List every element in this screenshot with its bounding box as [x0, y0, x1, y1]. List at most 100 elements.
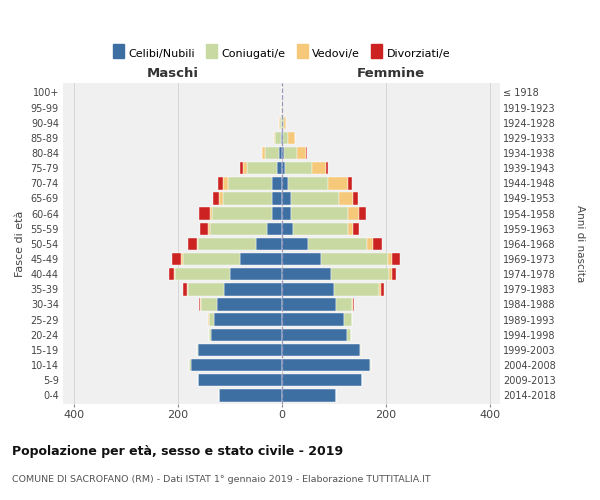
Bar	[199, 238, 256, 250]
Bar	[208, 314, 209, 326]
Bar	[359, 344, 361, 356]
Text: Femmine: Femmine	[357, 68, 425, 80]
Bar	[169, 268, 174, 280]
Bar	[210, 208, 212, 220]
Bar	[208, 222, 210, 235]
Bar	[283, 132, 288, 144]
Bar	[218, 192, 223, 204]
Bar	[339, 192, 353, 204]
Bar	[200, 222, 208, 235]
Bar	[262, 147, 265, 159]
Bar	[344, 314, 352, 326]
Bar	[281, 374, 362, 386]
Bar	[272, 208, 281, 220]
Bar	[228, 177, 272, 190]
Bar	[284, 116, 286, 129]
Bar	[272, 177, 281, 190]
Bar	[288, 177, 328, 190]
Bar	[217, 298, 281, 310]
Bar	[211, 328, 281, 341]
Bar	[210, 222, 267, 235]
Bar	[280, 147, 281, 159]
Bar	[284, 147, 296, 159]
Bar	[197, 344, 199, 356]
Bar	[272, 192, 281, 204]
Bar	[392, 253, 400, 266]
Bar	[201, 298, 217, 310]
Bar	[199, 374, 281, 386]
Bar	[288, 132, 295, 144]
Bar	[281, 283, 334, 296]
Bar	[359, 208, 367, 220]
Bar	[240, 253, 281, 266]
Bar	[191, 359, 281, 372]
Bar	[243, 162, 247, 174]
Text: Maschi: Maschi	[146, 68, 199, 80]
Y-axis label: Anni di nascita: Anni di nascita	[575, 206, 585, 282]
Legend: Celibi/Nubili, Coniugati/e, Vedovi/e, Divorziati/e: Celibi/Nubili, Coniugati/e, Vedovi/e, Di…	[108, 44, 455, 64]
Bar	[209, 328, 211, 341]
Bar	[212, 208, 272, 220]
Bar	[373, 238, 382, 250]
Bar	[370, 359, 371, 372]
Bar	[291, 208, 348, 220]
Bar	[353, 298, 354, 310]
Bar	[353, 192, 358, 204]
Bar	[281, 344, 359, 356]
Y-axis label: Fasce di età: Fasce di età	[15, 210, 25, 277]
Bar	[281, 238, 308, 250]
Bar	[209, 314, 214, 326]
Bar	[334, 283, 379, 296]
Bar	[174, 268, 175, 280]
Bar	[218, 177, 223, 190]
Bar	[224, 283, 281, 296]
Bar	[199, 208, 210, 220]
Bar	[291, 192, 339, 204]
Bar	[190, 359, 191, 372]
Bar	[172, 253, 181, 266]
Bar	[199, 344, 281, 356]
Bar	[188, 283, 224, 296]
Bar	[247, 162, 277, 174]
Bar	[281, 208, 291, 220]
Bar	[281, 222, 293, 235]
Bar	[281, 389, 336, 402]
Bar	[230, 268, 281, 280]
Bar	[392, 268, 396, 280]
Bar	[280, 116, 281, 129]
Bar	[281, 132, 283, 144]
Bar	[353, 222, 359, 235]
Bar	[214, 314, 281, 326]
Bar	[188, 238, 197, 250]
Bar	[277, 162, 281, 174]
Bar	[312, 162, 326, 174]
Bar	[296, 147, 306, 159]
Bar	[331, 268, 389, 280]
Text: Popolazione per età, sesso e stato civile - 2019: Popolazione per età, sesso e stato civil…	[12, 445, 343, 458]
Bar	[281, 253, 320, 266]
Bar	[348, 177, 352, 190]
Bar	[326, 162, 328, 174]
Bar	[306, 147, 307, 159]
Bar	[175, 268, 230, 280]
Bar	[336, 298, 352, 310]
Bar	[293, 222, 347, 235]
Bar	[223, 192, 272, 204]
Bar	[348, 208, 359, 220]
Bar	[347, 328, 351, 341]
Bar	[274, 132, 275, 144]
Bar	[352, 298, 353, 310]
Text: COMUNE DI SACROFANO (RM) - Dati ISTAT 1° gennaio 2019 - Elaborazione TUTTITALIA.: COMUNE DI SACROFANO (RM) - Dati ISTAT 1°…	[12, 475, 431, 484]
Bar	[265, 147, 280, 159]
Bar	[281, 328, 347, 341]
Bar	[281, 268, 331, 280]
Bar	[183, 253, 240, 266]
Bar	[347, 222, 353, 235]
Bar	[199, 298, 200, 310]
Bar	[187, 283, 188, 296]
Bar	[367, 238, 373, 250]
Bar	[219, 389, 281, 402]
Bar	[241, 162, 243, 174]
Bar	[256, 238, 281, 250]
Bar	[281, 192, 291, 204]
